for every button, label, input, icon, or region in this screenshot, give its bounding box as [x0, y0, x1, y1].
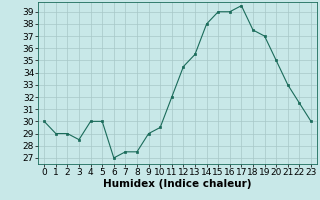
- X-axis label: Humidex (Indice chaleur): Humidex (Indice chaleur): [103, 179, 252, 189]
